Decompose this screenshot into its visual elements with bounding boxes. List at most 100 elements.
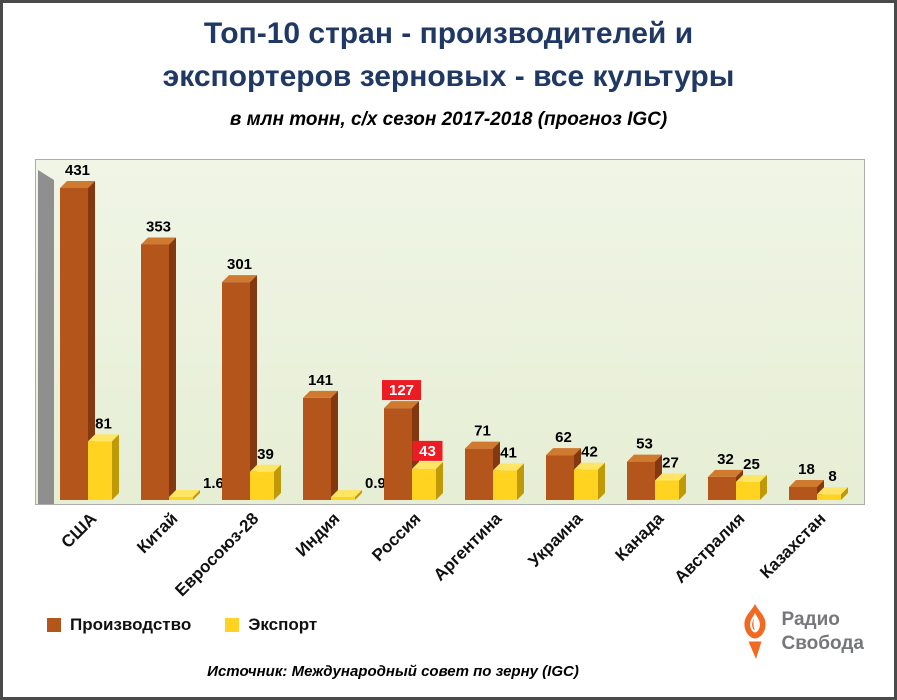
bar-front [60,188,88,500]
bar-side [88,181,95,500]
bar-top [817,487,848,495]
bar-front [708,476,736,500]
bar-value-label: 42 [581,444,598,461]
page-title: Топ-10 стран - производителей и экспорте… [3,13,894,98]
bar-front [169,497,193,500]
plot-area: 431 81 353 1.6 301 39 141 0.9 127 43 71 41 62 42 53 27 3… [35,159,865,505]
source-note: Источник: Международный совет по зерну (… [207,663,579,680]
bar-top [60,181,95,188]
bar-side [193,490,200,500]
bar-front [493,470,517,500]
bar-front [250,471,274,500]
bar-side [355,490,362,500]
highlight-label-box [382,380,421,401]
chart-subtitle: в млн тонн, с/х сезон 2017-2018 (прогноз… [229,109,668,130]
legend-item-production: Производство [47,615,191,635]
category-label: Аргентина [429,509,506,585]
bar-value-label: 43 [419,443,436,460]
bar-top [169,490,200,497]
bar-front [88,441,112,500]
bar-top [574,462,605,470]
bar-front [789,486,817,500]
bar-side [436,461,443,500]
bar-top [546,448,581,456]
bar-value-label: 141 [308,372,333,389]
bar-side [274,464,281,500]
bar-value-label: 25 [743,456,760,473]
wall-3d [38,170,54,504]
category-label: Украина [524,509,587,571]
bar-top [88,434,119,442]
logo-line-1: Радио [781,609,840,631]
bar-side [112,434,119,500]
bar-value-label: 39 [257,446,274,463]
title-line-2: экспортеров зерновых - все культуры [162,59,735,93]
bar-top [465,441,500,449]
bar-value-label: 8 [828,468,836,485]
bar-side [841,487,848,500]
bar-value-label: 53 [636,436,653,453]
legend-swatch-export [225,618,240,632]
bar-front [303,397,331,500]
legend: Производство Экспорт [47,615,317,635]
legend-item-export: Экспорт [225,615,317,635]
bar-side [679,473,686,500]
bar-value-label: 32 [717,451,734,468]
category-label: Канада [611,509,668,565]
bar-value-label: 27 [662,454,679,471]
bar-front [331,497,355,500]
bar-side [517,463,524,500]
bar-value-label: 41 [500,444,517,461]
logo-line-2: Свобода [781,633,864,654]
bar-top [493,463,524,471]
legend-label-production: Производство [70,615,192,634]
bar-top [331,490,362,497]
legend-label-export: Экспорт [248,615,318,634]
bar-side [169,237,176,500]
bar-top [141,237,176,245]
bar-front [627,461,655,500]
bar-front [141,244,169,500]
bar-front [222,282,250,500]
bar-top [412,461,443,469]
bar-front [655,480,679,500]
bar-front [736,481,760,500]
bar-side [250,275,257,500]
bar-top [627,454,662,462]
bar-front [465,448,493,500]
bar-top [303,390,338,398]
bar-top [789,479,824,487]
radio-svoboda-logo: Радио Свобода [737,603,864,661]
bar-front [412,468,436,500]
bar-value-label: 1.6 [203,475,224,492]
bar-value-label: 353 [146,218,171,235]
bar-side [331,390,338,500]
logo-text: Радио Свобода [782,608,864,656]
highlight-label-box [412,440,443,461]
bar-top [655,473,686,481]
category-label: Австралия [670,509,749,587]
bar-value-label: 18 [798,461,815,478]
legend-swatch-production [47,618,61,632]
bar-front [384,408,412,500]
bar-value-label: 71 [474,423,491,440]
bar-top [736,474,767,482]
bar-value-label: 0.9 [365,475,386,492]
bar-top [708,469,743,477]
bar-front [574,469,598,500]
bar-side [760,474,767,500]
bar-value-label: 301 [227,256,252,273]
bar-side [598,462,605,500]
bar-value-label: 81 [95,415,112,432]
bars-canvas: 431 81 353 1.6 301 39 141 0.9 127 43 71 41 62 42 53 27 3… [38,162,848,504]
bar-value-label: 62 [555,429,572,446]
bar-front [546,455,574,500]
bar-value-label: 127 [389,382,414,399]
bar-value-label: 431 [65,162,90,179]
bar-top [250,464,281,472]
title-line-1: Топ-10 стран - производителей и [203,17,694,50]
bar-top [384,401,419,409]
torch-icon [743,604,766,659]
bar-top [222,275,257,283]
